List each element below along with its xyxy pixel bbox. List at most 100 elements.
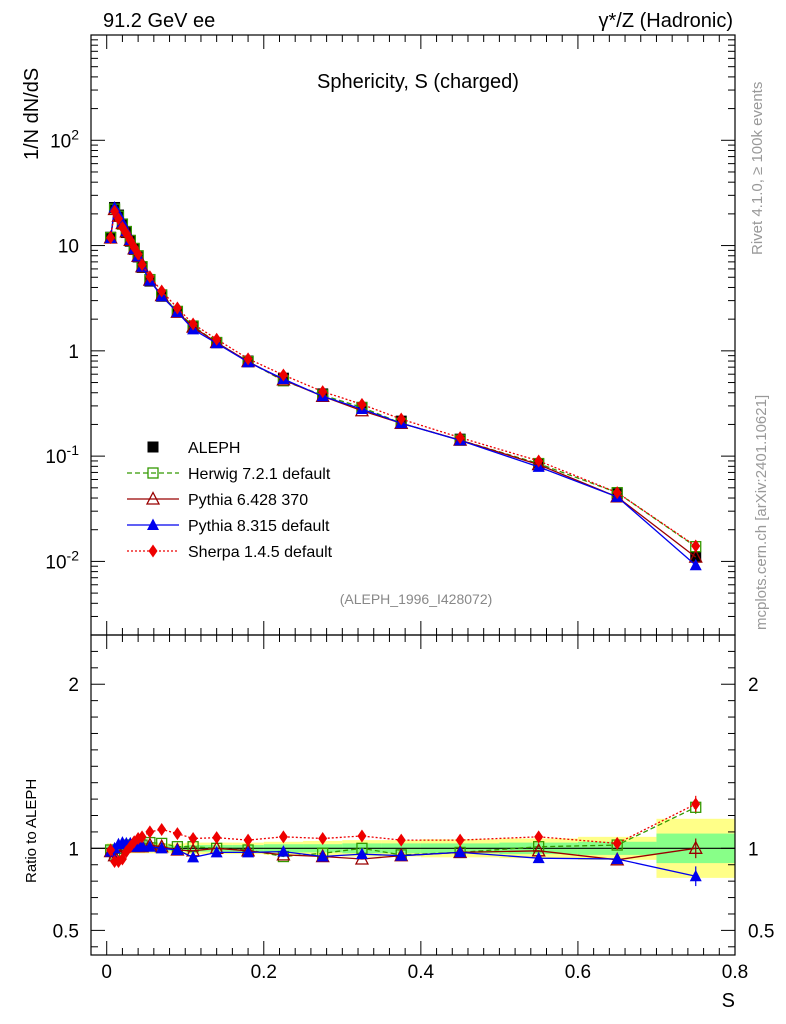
ratio-point-pythia8 [171, 843, 184, 855]
data-point-sherpa [318, 385, 328, 399]
legend-label-sherpa: Sherpa 1.4.5 default [188, 544, 333, 561]
legend-marker-sherpa [148, 544, 158, 558]
ratio-point-sherpa [278, 830, 288, 844]
legend: ALEPH Herwig 7.2.1 default Pythia 6.428 37… [127, 440, 333, 561]
ratio-y-tick-label-right: 2 [748, 675, 759, 696]
ratio-y-tick-label: 2 [68, 675, 79, 696]
ratio-y-tick-label: 1 [68, 839, 79, 860]
data-point-sherpa [278, 368, 288, 382]
data-point-sherpa [212, 332, 222, 346]
ratio-point-sherpa [612, 836, 622, 850]
ratio-point-sherpa [212, 831, 222, 845]
ratio-point-pythia8 [143, 840, 156, 852]
ratio-panel: Ratio to ALEPH 0.5 0.5 1 1 2 2 0 0.2 0.4 0.6 0.8 S [23, 634, 774, 1012]
ratio-point-sherpa [455, 833, 465, 847]
ratio-point-pythia8 [210, 845, 223, 858]
main-panel: Sphericity, S (charged) 1/N dN/dS (ALEPH… [21, 34, 736, 636]
data-point-sherpa [612, 486, 622, 500]
x-tick-label: 0.8 [722, 962, 748, 983]
data-point-sherpa [145, 270, 155, 284]
data-point-sherpa [188, 317, 198, 331]
legend-entry-herwig: Herwig 7.2.1 default [127, 466, 331, 483]
data-point-sherpa [137, 258, 147, 272]
x-tick-label: 0.6 [565, 962, 591, 983]
legend-label-pythia6: Pythia 6.428 370 [188, 492, 308, 509]
rivet-version-label: Rivet 4.1.0, ≥ 100k events [749, 82, 766, 255]
x-axis-label: S [722, 990, 735, 1012]
header-right-label: γ*/Z (Hadronic) [599, 10, 733, 32]
ratio-point-pythia8 [316, 850, 329, 862]
ratio-point-sherpa [117, 852, 127, 866]
analysis-watermark: (ALEPH_1996_I428072) [340, 591, 493, 607]
ratio-point-pythia8 [187, 850, 200, 863]
legend-label-herwig: Herwig 7.2.1 default [188, 466, 331, 483]
data-point-sherpa [106, 231, 116, 245]
ratio-point-sherpa [534, 830, 544, 844]
header-left-label: 91.2 GeV ee [103, 10, 215, 32]
data-point-sherpa [455, 431, 465, 445]
data-point-sherpa [172, 301, 182, 315]
x-tick-label: 0.4 [408, 962, 435, 983]
ratio-series-sherpa [106, 795, 701, 868]
ratio-point-sherpa [357, 829, 367, 843]
legend-marker-herwig [147, 467, 159, 479]
ratio-y-tick-label-right: 0.5 [748, 921, 774, 942]
data-point-sherpa [534, 454, 544, 468]
ratio-point-sherpa [172, 827, 182, 841]
y-tick-label: 10-1 [45, 442, 79, 468]
data-point-sherpa [133, 247, 143, 261]
legend-marker-pythia8 [147, 518, 159, 530]
legend-entry-pythia8: Pythia 8.315 default [127, 518, 330, 535]
ratio-y-tick-label: 0.5 [53, 921, 79, 942]
main-content [103, 200, 703, 571]
y-tick-label: 10-2 [45, 547, 79, 573]
data-point-sherpa [110, 204, 120, 218]
main-axes: 10-2 10-1 1 10 102 [45, 35, 736, 636]
legend-marker-data [147, 441, 159, 453]
legend-label-pythia8: Pythia 8.315 default [188, 518, 330, 535]
ratio-y-tick-label-right: 1 [748, 839, 759, 860]
ratio-point-sherpa [145, 825, 155, 839]
ratio-point-pythia8 [355, 847, 368, 860]
ratio-point-sherpa [396, 833, 406, 847]
chart-title: Sphericity, S (charged) [317, 71, 519, 93]
x-tick-label: 0.2 [251, 962, 277, 983]
ratio-point-sherpa [137, 830, 147, 844]
legend-marker-pythia6 [145, 491, 161, 505]
ratio-frame [90, 634, 736, 956]
ratio-point-sherpa [157, 822, 167, 836]
series-sherpa [106, 204, 701, 553]
legend-entry-data: ALEPH [147, 440, 240, 457]
ratio-point-sherpa [318, 831, 328, 845]
ratio-axes: 0.5 0.5 1 1 2 2 0 0.2 0.4 0.6 0.8 [53, 634, 774, 983]
ratio-point-pythia8 [136, 839, 149, 851]
y-tick-label: 1 [68, 342, 79, 363]
data-point-sherpa [691, 539, 701, 553]
main-y-axis-label: 1/N dN/dS [21, 68, 43, 160]
y-tick-label: 102 [50, 126, 79, 152]
data-point-pythia8 [689, 558, 702, 571]
legend-entry-pythia6: Pythia 6.428 370 [127, 491, 308, 509]
ratio-point-pythia8 [689, 869, 702, 882]
legend-label-data: ALEPH [188, 440, 240, 457]
data-point-sherpa [357, 397, 367, 411]
ratio-point-sherpa [691, 797, 701, 811]
ratio-point-sherpa [243, 833, 253, 847]
legend-entry-sherpa: Sherpa 1.4.5 default [127, 544, 333, 561]
ratio-point-pythia8 [532, 851, 545, 864]
ratio-point-sherpa [106, 843, 116, 857]
series-line-pythia8 [109, 205, 697, 566]
x-tick-label: 0 [101, 962, 112, 983]
data-point-sherpa [396, 412, 406, 426]
ratio-point-pythia8 [395, 849, 408, 861]
ratio-point-pythia8 [277, 845, 290, 857]
ratio-y-axis-label: Ratio to ALEPH [23, 779, 40, 883]
series-pythia8 [104, 200, 702, 571]
data-point-sherpa [157, 284, 167, 298]
y-tick-label: 10 [58, 237, 79, 258]
mcplots-label: mcplots.cern.ch [arXiv:2401.10621] [753, 395, 770, 630]
ratio-point-sherpa [188, 831, 198, 845]
ratio-point-pythia8 [454, 845, 467, 858]
data-point-sherpa [113, 212, 123, 226]
